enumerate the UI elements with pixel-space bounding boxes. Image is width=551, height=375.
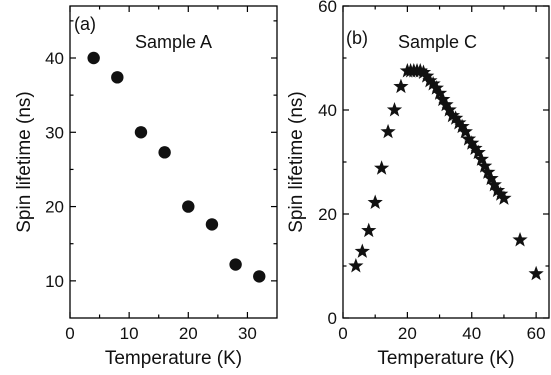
panel-b: 0 20 40 60 0 20 40 60 Temperature (K) Spin lifeti… xyxy=(286,0,550,369)
sample-annotation: Sample C xyxy=(398,32,477,52)
data-point xyxy=(374,160,390,175)
data-point xyxy=(386,102,403,117)
y-tick-label: 30 xyxy=(45,123,64,142)
x-tick-label: 30 xyxy=(238,324,257,343)
plot-frame xyxy=(342,5,550,319)
data-point xyxy=(441,102,457,117)
data-point xyxy=(380,123,396,139)
x-tick-label: 0 xyxy=(338,324,347,343)
data-point xyxy=(489,182,506,198)
data-point xyxy=(473,151,490,166)
data-point xyxy=(182,200,195,213)
data-point xyxy=(428,80,444,95)
data-point xyxy=(457,123,473,139)
y-tick-label: 40 xyxy=(45,49,64,68)
data-point xyxy=(134,126,148,139)
data-point xyxy=(438,96,454,112)
data-point xyxy=(470,144,486,160)
plot-frame xyxy=(69,5,278,319)
data-point xyxy=(496,190,512,205)
data-point xyxy=(460,131,477,146)
y-tick-label: 20 xyxy=(318,205,337,224)
data-point xyxy=(451,115,467,130)
x-axis-title: Temperature (K) xyxy=(377,348,514,369)
x-tick-label: 20 xyxy=(179,324,198,343)
y-tick-label: 10 xyxy=(45,272,64,291)
y-tick-label: 20 xyxy=(45,198,64,217)
data-point xyxy=(111,71,124,84)
panel-label: (a) xyxy=(74,14,96,34)
data-point xyxy=(229,258,242,271)
x-tick-label: 20 xyxy=(398,324,417,343)
data-point xyxy=(354,243,370,258)
data-point xyxy=(415,64,432,80)
data-point xyxy=(367,194,383,210)
data-point xyxy=(444,107,461,123)
data-point xyxy=(87,51,100,65)
data-point xyxy=(422,72,438,88)
data-point xyxy=(528,265,544,281)
y-tick-label: 60 xyxy=(318,0,337,16)
y-tick-label: 40 xyxy=(318,101,337,120)
data-point xyxy=(486,176,502,192)
data-point xyxy=(361,222,377,238)
x-axis-title: Temperature (K) xyxy=(105,348,242,369)
data-point xyxy=(431,85,448,100)
data-point xyxy=(454,118,470,134)
data-point xyxy=(205,218,219,231)
y-axis-title: Spin lifetime (ns) xyxy=(286,91,307,233)
x-tick-label: 40 xyxy=(462,324,481,343)
y-tick-label: 0 xyxy=(328,309,337,328)
panel-label: (b) xyxy=(346,28,368,48)
data-point xyxy=(253,270,266,283)
data-point xyxy=(448,110,464,125)
data-point xyxy=(477,158,493,173)
y-axis-title: Spin lifetime (ns) xyxy=(14,91,35,233)
x-tick-label: 0 xyxy=(65,324,74,343)
x-tick-label: 10 xyxy=(120,324,139,343)
sample-annotation: Sample A xyxy=(135,32,212,52)
data-point xyxy=(483,170,499,186)
data-point xyxy=(419,68,435,83)
data-point xyxy=(393,78,409,94)
data-point xyxy=(425,76,441,91)
data-point xyxy=(512,232,528,247)
data-point xyxy=(493,186,509,201)
data-point xyxy=(467,140,483,155)
data-point xyxy=(464,135,480,150)
x-tick-label: 60 xyxy=(527,324,546,343)
panel-a: 0 10 20 30 10 20 30 40 Temperature (K) Spin lifet… xyxy=(14,5,278,369)
data-point xyxy=(435,91,451,107)
data-point xyxy=(158,146,171,159)
data-point xyxy=(348,258,364,273)
data-point xyxy=(480,164,496,179)
